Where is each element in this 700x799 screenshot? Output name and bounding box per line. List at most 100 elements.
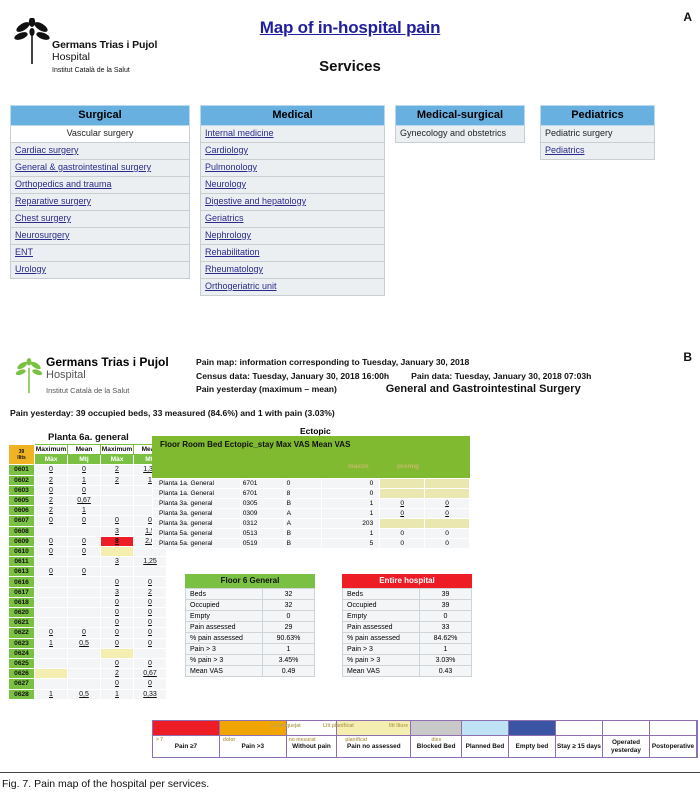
report-header: Pain map: information corresponding to T… [196,356,696,397]
legend-item: dolor Pain >3 [219,721,287,757]
service-link[interactable]: Gynecology and obstetrics [395,126,525,143]
ectopic-cell: Planta 1a. General [152,488,241,499]
service-link[interactable]: Pediatrics [540,143,655,160]
service-link[interactable]: Rehabilitation [200,245,385,262]
pain-value-cell: 0 [100,637,134,649]
service-link[interactable]: Rheumatology [200,262,385,279]
left-table-title: Planta 6a. general [48,432,129,443]
ectopic-table: Planta 1a. General 6701 0 0 Planta 1a. Gener… [152,478,470,549]
service-link[interactable]: Geriatrics [200,211,385,228]
service-link[interactable]: Nephrology [200,228,385,245]
ectopic-cell [424,488,470,499]
legend-overlay-label: llit lliure [389,723,409,729]
panel-a-letter: A [683,10,692,24]
room-number[interactable]: 0607 [8,515,35,527]
floor-pain-table: 39 llits Maximum Mean Maximum Mean Màx Mtj Màx Mt… [8,443,167,700]
pain-value-cell [34,668,68,680]
service-link[interactable]: Digestive and hepatology [200,194,385,211]
room-number[interactable]: 0622 [8,627,35,639]
pain-value-cell [67,525,101,537]
group-header: Maximum [34,443,68,456]
sub-header: Màx [34,454,68,466]
pain-value-cell [67,657,101,670]
room-number[interactable]: 0611 [8,556,35,568]
census-data: Census data: Tuesday, January 30, 2018 1… [196,370,390,381]
ectopic-cell: B [283,498,323,509]
ectopic-cell: 0305 [239,498,285,509]
room-number[interactable]: 0610 [8,545,35,558]
summary-key: % pain > 3 [185,654,263,666]
ectopic-cell: 5 [321,538,381,549]
ectopic-cell: 0 [424,538,470,549]
summary-key: Empty [342,610,420,622]
room-number[interactable]: 0627 [8,678,35,690]
service-link[interactable]: Pediatric surgery [540,126,655,143]
room-number[interactable]: 0623 [8,637,35,649]
room-number[interactable]: 0602 [8,474,35,486]
service-link[interactable]: General & gastrointestinal surgery [10,160,190,177]
room-number[interactable]: 0616 [8,576,35,588]
service-link[interactable]: ENT [10,245,190,262]
service-link[interactable]: Reparative surgery [10,194,190,211]
pain-value-cell: 0 [133,617,167,629]
pain-value-cell: 2 [34,505,68,517]
room-number[interactable]: 0617 [8,586,35,598]
room-number[interactable]: 0628 [8,688,35,700]
room-number[interactable]: 0608 [8,525,35,537]
service-link[interactable]: Chest surgery [10,211,190,228]
summary-key: Mean VAS [342,665,420,677]
service-link[interactable]: Orthogeriatric unit [200,279,385,296]
ectopic-cell: Planta 3a. general [152,518,241,529]
service-link[interactable]: Urology [10,262,190,279]
ectopic-cell [379,488,426,499]
pain-value-cell [100,484,134,496]
service-column-header: Medical-surgical [395,105,525,126]
room-number[interactable]: 0626 [8,668,35,680]
pain-value-cell: 0 [100,657,134,670]
service-column-medical-surgical: Medical-surgical Gynecology and obstetric… [395,105,525,143]
legend-label: Pain >3 [241,742,265,750]
room-number[interactable]: 0601 [8,464,35,476]
legend-catalan-label: dies [431,737,442,743]
room-number[interactable]: 0613 [8,566,35,578]
room-number[interactable]: 0609 [8,535,35,547]
service-link[interactable]: Vascular surgery [10,126,190,143]
ectopic-cell: 0 [379,528,426,539]
logo-line-3: Institut Català de la Salut [52,67,130,74]
summary-floor6: Floor 6 General Beds 32 Occupied 32 Empty 0 Pai… [185,574,315,677]
pain-value-cell [34,617,68,629]
legend-item: dies Blocked Bed [411,721,462,757]
pain-value-cell: 0 [133,657,167,670]
figure-caption: Fig. 7. Pain map of the hospital per ser… [2,778,210,790]
panel-b: B Germans Trias i Pujol Hospital Institu… [0,348,700,768]
service-link[interactable]: Neurology [200,177,385,194]
room-number[interactable]: 0603 [8,484,35,496]
service-link[interactable]: Cardiology [200,143,385,160]
ectopic-cell [379,478,426,489]
room-number[interactable]: 0606 [8,505,35,517]
room-number[interactable]: 0618 [8,596,35,609]
ectopic-column-headers: Floor Room Bed Ectopic_stay Max VAS Mean… [160,440,351,449]
service-link[interactable]: Orthopedics and trauma [10,177,190,194]
service-link[interactable]: Cardiac surgery [10,143,190,160]
room-number[interactable]: 0621 [8,617,35,629]
room-number[interactable]: 0625 [8,657,35,670]
room-number[interactable]: 0624 [8,647,35,659]
table-row: 0620 0 0 [8,606,167,619]
ectopic-cell: 1 [321,528,381,539]
summary-value: 39 [419,588,472,600]
service-link[interactable]: Internal medicine [200,126,385,143]
report-pain-yesterday-line: Pain yesterday (maximum – mean) General … [196,383,696,397]
service-link[interactable]: Neurosurgery [10,228,190,245]
table-row: 0617 3 2 [8,586,167,598]
pain-value-cell [133,566,167,578]
service-link[interactable]: Pulmonology [200,160,385,177]
legend-swatch [461,721,508,736]
room-number[interactable]: 0620 [8,606,35,619]
pain-value-cell [100,505,134,517]
pain-value-cell: 3 [100,525,134,537]
legend-label: Planned Bed [465,742,505,750]
service-column-header: Pediatrics [540,105,655,126]
ectopic-cell: 0 [424,508,470,519]
room-number[interactable]: 0605 [8,494,35,507]
